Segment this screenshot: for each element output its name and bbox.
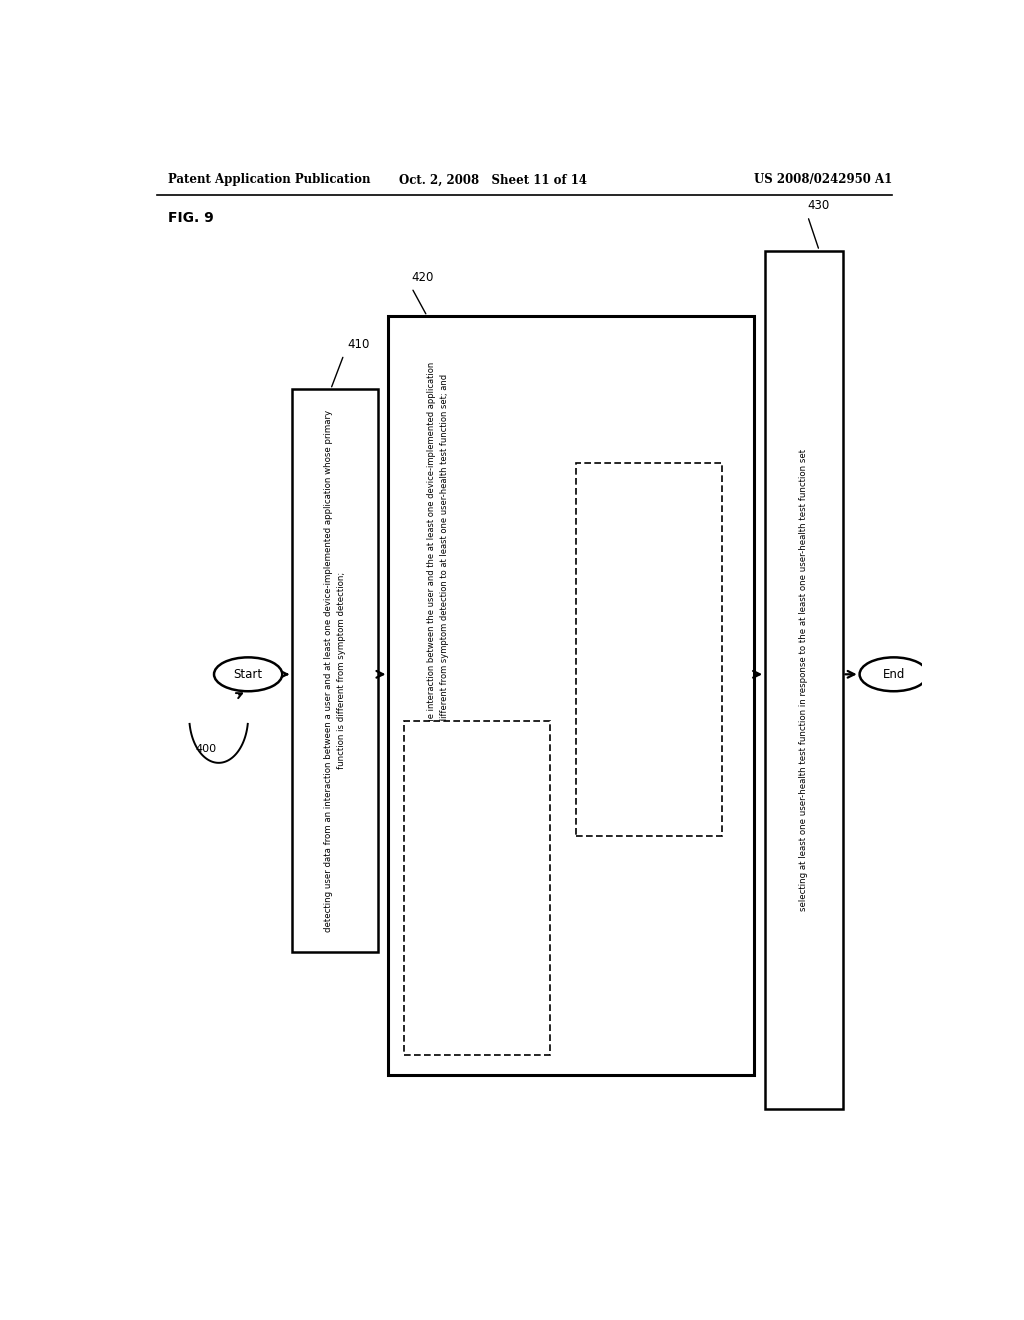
Text: 902: 902 bbox=[579, 817, 599, 828]
Text: 410: 410 bbox=[348, 338, 370, 351]
Text: detecting user data from an interaction between a user and at least one device-i: detecting user data from an interaction … bbox=[324, 409, 346, 932]
Text: Oct. 2, 2008   Sheet 11 of 14: Oct. 2, 2008 Sheet 11 of 14 bbox=[399, 173, 587, 186]
Ellipse shape bbox=[859, 657, 928, 692]
FancyBboxPatch shape bbox=[292, 389, 378, 952]
Text: End: End bbox=[883, 668, 905, 681]
Text: 420: 420 bbox=[412, 271, 434, 284]
Text: US 2008/0242950 A1: US 2008/0242950 A1 bbox=[754, 173, 892, 186]
Text: Start: Start bbox=[233, 668, 263, 681]
Text: selecting at least one user-health test function in response to the at least one: selecting at least one user-health test … bbox=[800, 449, 808, 911]
FancyBboxPatch shape bbox=[403, 721, 550, 1056]
Text: 430: 430 bbox=[808, 199, 829, 213]
Text: mapping the user data from the
interaction between the user and the at
least one: mapping the user data from the interacti… bbox=[615, 556, 682, 715]
FancyBboxPatch shape bbox=[765, 251, 843, 1109]
Text: mapping the user data from the
interaction between the user and the at
least one: mapping the user data from the interacti… bbox=[443, 793, 510, 954]
FancyBboxPatch shape bbox=[575, 462, 722, 836]
Text: 400: 400 bbox=[196, 743, 216, 754]
Text: mapping the user data from the interaction between the user and the at least one: mapping the user data from the interacti… bbox=[427, 362, 449, 847]
Ellipse shape bbox=[214, 657, 283, 692]
Text: Patent Application Publication: Patent Application Publication bbox=[168, 173, 371, 186]
Text: 900: 900 bbox=[407, 1038, 427, 1047]
FancyBboxPatch shape bbox=[388, 317, 755, 1074]
Text: FIG. 9: FIG. 9 bbox=[168, 211, 214, 224]
